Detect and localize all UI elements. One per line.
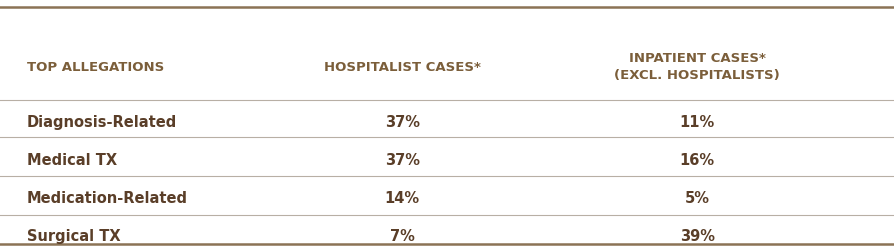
Text: 16%: 16% [679,152,715,168]
Text: Surgical TX: Surgical TX [27,228,121,243]
Text: Medical TX: Medical TX [27,152,117,168]
Text: 7%: 7% [390,228,415,243]
Text: 37%: 37% [384,152,420,168]
Text: Diagnosis-Related: Diagnosis-Related [27,115,177,130]
Text: 39%: 39% [679,228,715,243]
Text: Medication-Related: Medication-Related [27,190,188,205]
Text: INPATIENT CASES*
(EXCL. HOSPITALISTS): INPATIENT CASES* (EXCL. HOSPITALISTS) [614,52,780,82]
Text: TOP ALLEGATIONS: TOP ALLEGATIONS [27,60,164,73]
Text: 37%: 37% [384,115,420,130]
Text: 14%: 14% [384,190,420,205]
Text: 11%: 11% [679,115,715,130]
Text: HOSPITALIST CASES*: HOSPITALIST CASES* [324,60,481,73]
Text: 5%: 5% [685,190,710,205]
